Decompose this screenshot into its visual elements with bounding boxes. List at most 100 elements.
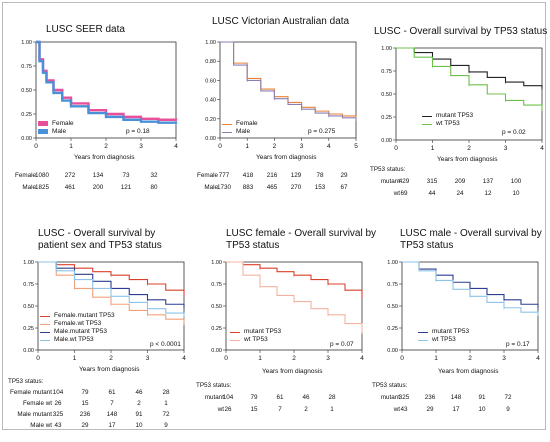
p-value: p = 0.18 xyxy=(126,128,150,135)
y-tick-label: 0.40 xyxy=(205,98,216,104)
legend-swatch xyxy=(418,340,428,341)
y-tick-label: 0.00 xyxy=(387,348,398,354)
panel-title-line: TP53 status xyxy=(400,240,454,251)
y-tick-label: 0.75 xyxy=(387,282,398,288)
risk-cell: 121 xyxy=(120,184,132,191)
risk-cell: 91 xyxy=(478,394,486,401)
risk-cell: 209 xyxy=(454,178,466,185)
x-tick-label: 5 xyxy=(354,143,358,150)
legend-label: mutant TP53 xyxy=(244,328,282,335)
panel-title-line: LUSC male - Overall survival by xyxy=(400,228,542,239)
legend-label: Male xyxy=(236,128,251,135)
legend-swatch xyxy=(38,129,48,134)
risk-cell: 236 xyxy=(424,394,436,401)
risk-cell: 46 xyxy=(135,389,143,396)
risk-cell: 1825 xyxy=(34,184,49,191)
risk-cell: 1730 xyxy=(216,184,231,191)
risk-cell: 465 xyxy=(266,184,278,191)
series-line xyxy=(226,261,363,298)
risk-cell: 17 xyxy=(452,406,460,413)
y-tick-label: 0.75 xyxy=(381,69,392,75)
y-tick-label: 0.25 xyxy=(211,326,222,332)
risk-table: TP53 status: mutant 429 315 209 137 100 wt 69 44 2… xyxy=(370,166,550,226)
x-tick-label: 0 xyxy=(400,355,404,362)
risk-table: Female 1080 272 134 73 32 Male 1825 461 200 121 80 xyxy=(8,172,188,232)
risk-cell: 15 xyxy=(250,406,258,413)
y-tick-label: 1.00 xyxy=(21,40,32,46)
x-tick-label: 1 xyxy=(258,355,262,362)
legend-item: wt TP53 xyxy=(418,336,469,344)
y-tick-label: 0.20 xyxy=(205,117,216,123)
panel-f: LUSC male - Overall survival by TP53 stat… xyxy=(372,218,544,428)
legend-item: Female.wt TP53 xyxy=(40,320,115,328)
legend-swatch xyxy=(422,124,432,125)
p-value: p = 0.02 xyxy=(502,129,526,136)
risk-cell: 79 xyxy=(250,394,258,401)
risk-cell: 1 xyxy=(330,406,334,413)
risk-cell: 32 xyxy=(150,172,158,179)
x-tick-label: 2 xyxy=(468,355,472,362)
y-tick-label: 0.25 xyxy=(21,112,32,118)
risk-cell: 91 xyxy=(135,411,143,418)
risk-cell: 153 xyxy=(314,184,326,191)
risk-cell: 26 xyxy=(224,406,232,413)
risk-table: Female 777 418 216 129 78 29 Male 1730 883 465 270 1… xyxy=(190,172,370,232)
risk-cell: 134 xyxy=(92,172,104,179)
x-tick-label: 1 xyxy=(69,143,73,150)
risk-cell: 1080 xyxy=(34,172,49,179)
legend-swatch xyxy=(230,340,240,341)
risk-cell: 72 xyxy=(504,394,512,401)
x-axis-label: Years from diagnosis xyxy=(262,368,323,375)
panel-title: LUSC Victorian Australian data xyxy=(212,16,349,28)
y-tick-label: 0.50 xyxy=(21,88,32,94)
panel-title-line: LUSC - Overall survival by xyxy=(38,228,156,239)
risk-row-label: mutant xyxy=(380,178,400,185)
figure-frame xyxy=(2,2,546,430)
risk-row-label: Male xyxy=(204,184,218,191)
risk-cell: 73 xyxy=(122,172,130,179)
x-tick-label: 2 xyxy=(292,355,296,362)
legend-item: Male xyxy=(222,128,258,136)
panel-a: LUSC SEER data 0 1 2 3 4 0.00 0.25 0.50 0.75 1.00 F… xyxy=(8,6,178,211)
risk-table: TP53 status: mutant 325 236 148 91 72 wt 43 29 17 1… xyxy=(372,382,550,442)
legend-swatch xyxy=(40,340,50,341)
p-value: p = 0.17 xyxy=(506,341,530,348)
legend-label: mutant TP53 xyxy=(436,112,474,119)
panel-d: LUSC - Overall survival by patient sex an… xyxy=(8,218,188,429)
risk-cell: 29 xyxy=(340,172,348,179)
risk-cell: 270 xyxy=(290,184,302,191)
risk-cell: 325 xyxy=(398,394,410,401)
risk-row-label: Female xyxy=(197,172,218,179)
risk-cell: 1 xyxy=(164,400,168,407)
y-tick-label: 0.75 xyxy=(21,64,32,70)
risk-cell: 28 xyxy=(328,394,336,401)
risk-cell: 61 xyxy=(108,389,116,396)
y-tick-label: 0.50 xyxy=(387,304,398,310)
x-tick-label: 4 xyxy=(182,355,186,362)
legend-label: Male.wt TP53 xyxy=(54,336,94,343)
panel-title: LUSC male - Overall survival by TP53 stat… xyxy=(400,228,542,252)
risk-table-header: TP53 status: xyxy=(370,166,406,173)
risk-table: TP53 status: Female mutant 104 79 61 46 28 Fema… xyxy=(8,378,188,438)
risk-row-label: wt xyxy=(393,190,400,197)
y-tick-label: 1.00 xyxy=(211,260,222,266)
legend-item: mutant TP53 xyxy=(418,328,469,336)
p-value: p < 0.0001 xyxy=(150,341,181,348)
risk-row-label: Male mutant xyxy=(17,411,52,418)
survival-plot: 0 1 2 3 4 0.00 0.25 0.50 0.75 1.00 xyxy=(211,260,364,362)
risk-cell: 148 xyxy=(106,411,118,418)
x-tick-label: 3 xyxy=(300,143,304,150)
risk-cell: 24 xyxy=(456,190,464,197)
legend-label: mutant TP53 xyxy=(432,328,470,335)
survival-plot: 0 1 2 3 4 0.00 0.25 0.50 0.75 1.00 xyxy=(387,260,540,362)
survival-plot: 0 1 2 3 4 0.00 0.25 0.50 0.75 1.00 xyxy=(21,40,178,150)
x-tick-label: 3 xyxy=(326,355,330,362)
x-tick-label: 1 xyxy=(431,145,435,152)
y-tick-label: 0.75 xyxy=(23,282,34,288)
y-tick-label: 0.50 xyxy=(23,304,34,310)
risk-cell: 272 xyxy=(64,172,76,179)
risk-table-header: TP53 status: xyxy=(8,378,44,385)
risk-cell: 43 xyxy=(54,422,62,429)
risk-table-header: TP53 status: xyxy=(372,382,408,389)
legend-item: Male.wt TP53 xyxy=(40,336,115,344)
